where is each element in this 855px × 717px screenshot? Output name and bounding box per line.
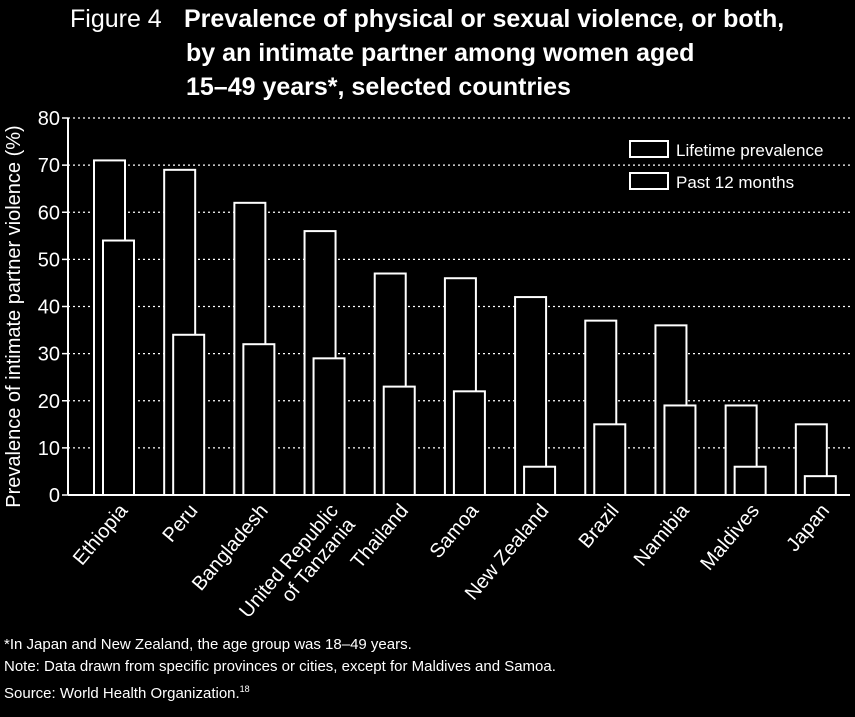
legend-swatch-lifetime (629, 140, 669, 158)
legend-swatch-past-12-months (629, 172, 669, 190)
category-label: Maldives (696, 500, 764, 575)
bar-past-12-months (172, 333, 206, 496)
category-label: Peru (159, 500, 203, 547)
source-text: Source: World Health Organization. (4, 685, 240, 702)
category-label-line: Thailand (347, 500, 413, 573)
figure-label: Figure 4 (70, 5, 162, 33)
bar-past-12-months (593, 423, 627, 496)
title-line-2: by an intimate partner among women aged (186, 39, 695, 67)
category-label: Brazil (575, 500, 624, 552)
title-line-3: 15–49 years*, selected countries (186, 73, 571, 101)
y-axis-label: Prevalence of intimate partner violence … (3, 125, 25, 507)
title-text-1: Prevalence of physical or sexual violenc… (184, 5, 785, 33)
category-label: Thailand (347, 500, 413, 573)
category-label: Ethiopia (69, 499, 133, 569)
source-reference: 18 (239, 684, 250, 694)
data-note: Note: Data drawn from specific provinces… (4, 658, 556, 675)
footnotes: *In Japan and New Zealand, the age group… (4, 634, 556, 705)
y-tick-label: 40 (38, 297, 60, 319)
category-label-line: Maldives (696, 500, 764, 575)
category-label-line: Japan (782, 500, 834, 556)
category-label: Samoa (426, 499, 484, 562)
y-tick-label: 10 (38, 438, 60, 460)
bar-past-12-months (102, 239, 135, 496)
legend-label-past-12-months: Past 12 months (676, 173, 794, 192)
category-label: Namibia (630, 499, 695, 570)
bar-past-12-months (803, 475, 837, 496)
category-label-line: Ethiopia (69, 499, 133, 569)
title-line-1: Figure 4 Prevalence of physical or sexual… (70, 2, 850, 36)
source-note: Source: World Health Organization.18 (4, 678, 556, 705)
y-tick-label: 20 (38, 391, 60, 413)
bar-lifetime (514, 296, 548, 497)
bar-past-12-months (733, 465, 767, 497)
bar-past-12-months (312, 357, 346, 496)
bar-past-12-months (523, 465, 557, 497)
y-tick-label: 60 (38, 202, 60, 224)
bar-past-12-months (452, 390, 486, 497)
category-label-line: Peru (159, 500, 203, 547)
legend-label-lifetime: Lifetime prevalence (676, 141, 823, 160)
bar-past-12-months (382, 385, 416, 496)
bar-chart: 0 10 20 30 40 50 60 70 80 Prevalence of intimate … (3, 108, 850, 622)
y-tick-label: 70 (38, 155, 60, 177)
category-label: Japan (782, 500, 834, 556)
category-label-line: Brazil (575, 500, 624, 552)
y-tick-label: 80 (38, 108, 60, 130)
bar-past-12-months (242, 343, 276, 497)
category-label-line: Namibia (630, 499, 695, 570)
category-label-line: Samoa (426, 499, 484, 562)
age-footnote: *In Japan and New Zealand, the age group… (4, 636, 412, 653)
y-tick-label: 30 (38, 344, 60, 366)
y-tick-label: 50 (38, 249, 60, 271)
y-tick-label: 0 (49, 485, 60, 507)
bar-past-12-months (663, 404, 697, 496)
chart-title: Figure 4 Prevalence of physical or sexual… (70, 2, 850, 104)
